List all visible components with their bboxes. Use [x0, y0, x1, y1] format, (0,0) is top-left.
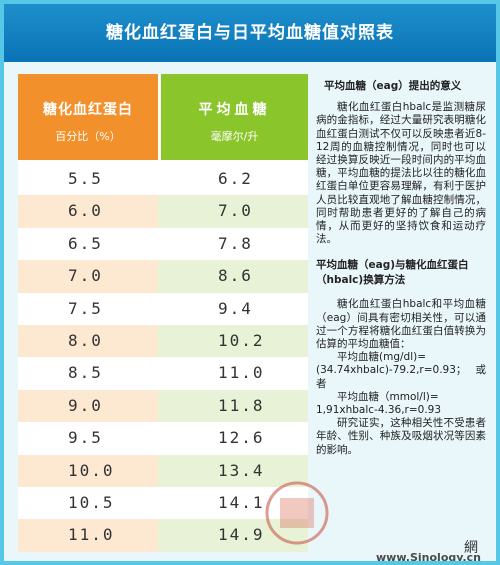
header-glucose: 平均血糖 毫摩尔/升: [161, 74, 308, 160]
cell-hba1c: 11.0: [18, 519, 158, 552]
table-body: 5.5 6.2 6.0 7.0 6.5 7.8 7.0 8.6 7.5 9.4 8.0 10.2 8.5…: [18, 163, 308, 552]
table-row: 11.0 14.9: [18, 519, 308, 552]
section1-body: 糖化血红蛋白hbalc是监测糖尿病的金指标，经过大量研究表明糖化血红蛋白测试不仅…: [316, 101, 486, 246]
cell-glucose: 12.6: [218, 428, 265, 448]
cell-glucose: 14.1: [218, 492, 265, 512]
comparison-table: 糖化血红蛋白 百分比（%） 平均血糖 毫摩尔/升 5.5 6.2 6.0 7.0 6.5…: [18, 74, 308, 552]
table-row: 7.0 8.6: [18, 260, 308, 293]
cell-hba1c: 10.5: [68, 492, 115, 512]
table-row: 5.5 6.2: [18, 163, 308, 196]
watermark-site: www.Sinology.cn: [376, 551, 481, 564]
cell-glucose: 11.0: [218, 363, 265, 383]
page-title: 糖化血红蛋白与日平均血糖值对照表: [4, 4, 496, 62]
cell-glucose: 11.8: [218, 395, 265, 415]
table-row: 9.0 11.8: [18, 389, 308, 423]
cell-hba1c: 8.5: [68, 363, 103, 383]
section2-outro: 研究证实，这种相关性不受患者年龄、性别、种族及吸烟状况等因素的影响。: [316, 417, 486, 456]
cell-hba1c: 7.5: [68, 298, 103, 318]
section2-intro: 糖化血红蛋白hbalc和平均血糖（eag）间具有密切相关性，可以通过一个方程将糖…: [316, 298, 486, 351]
table-row: 9.5 12.6: [18, 422, 308, 455]
table-row: 6.5 7.8: [18, 227, 308, 261]
formula2-label: 平均血糖（mmol/l)=: [337, 390, 439, 403]
cell-glucose: 14.9: [218, 525, 265, 545]
table-row: 10.0 13.4: [18, 454, 308, 487]
header-glucose-label: 平均血糖: [198, 102, 271, 118]
cell-hba1c: 7.0: [18, 260, 158, 293]
cell-glucose: 13.4: [218, 460, 265, 480]
explanation-panel: 平均血糖（eag）提出的意义 糖化血红蛋白hbalc是监测糖尿病的金指标，经过大…: [316, 80, 486, 457]
cell-hba1c: 10.0: [18, 454, 158, 487]
watermark-mark: 網: [464, 540, 478, 556]
cell-glucose: 8.6: [218, 266, 253, 286]
cell-hba1c: 8.0: [18, 324, 158, 358]
table-row: 8.5 11.0: [18, 357, 308, 390]
cell-glucose: 7.8: [218, 233, 253, 253]
table-row: 7.5 9.4: [18, 292, 308, 325]
cell-hba1c: 9.0: [18, 389, 158, 423]
header-glucose-unit: 毫摩尔/升: [210, 130, 259, 143]
table-row: 6.0 7.0: [18, 195, 308, 228]
cell-hba1c: 6.5: [68, 233, 103, 253]
cell-hba1c: 9.5: [68, 428, 103, 448]
table-row: 8.0 10.2: [18, 324, 308, 358]
cell-glucose: 9.4: [218, 298, 253, 318]
header-hba1c-unit: 百分比（%）: [55, 130, 121, 143]
table-row: 10.5 14.1: [18, 486, 308, 520]
cell-hba1c: 5.5: [68, 169, 103, 188]
cell-glucose: 6.2: [218, 169, 253, 188]
section1-heading: 平均血糖（eag）提出的意义: [324, 80, 462, 92]
section2: 平均血糖（eag)与糖化血红蛋白（hbalc)换算方法 糖化血红蛋白hbalc和…: [316, 258, 486, 456]
section2-heading: 平均血糖（eag)与糖化血红蛋白（hbalc)换算方法: [316, 259, 469, 287]
header-hba1c: 糖化血红蛋白 百分比（%）: [18, 74, 158, 160]
formula1: (34.74xhbalc)-79.2,r=0.93；或者: [316, 364, 486, 390]
header-hba1c-label: 糖化血红蛋白: [43, 102, 133, 118]
cell-hba1c: 6.0: [18, 195, 158, 228]
formula2: 1,91xhbalc-4.36,r=0.93: [316, 404, 442, 417]
formula1-label: 平均血糖(mg/dl)=: [337, 351, 427, 364]
cell-glucose: 10.2: [218, 330, 265, 350]
cell-glucose: 7.0: [218, 201, 253, 221]
sinology-stamp-icon: [265, 481, 329, 545]
